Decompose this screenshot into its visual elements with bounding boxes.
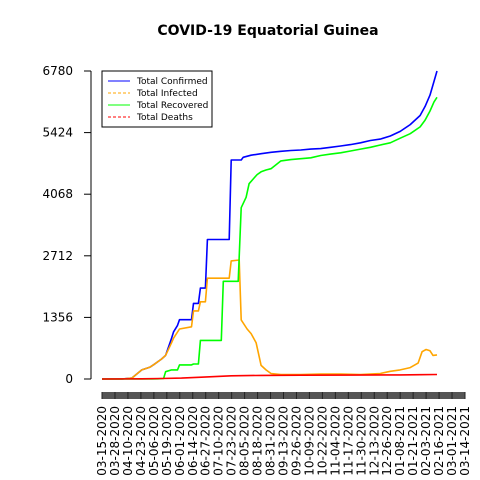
x-tick-label: 12-13-2020 (367, 406, 381, 476)
x-tick-label: 08-31-2020 (264, 406, 278, 476)
y-tick-label: 0 (65, 372, 73, 386)
x-tick-label: 10-22-2020 (315, 406, 329, 476)
legend-label: Total Deaths (136, 113, 193, 123)
y-tick-label: 2712 (42, 249, 73, 263)
x-tick-label: 06-27-2020 (199, 406, 213, 476)
x-tick-label: 05-19-2020 (160, 406, 174, 476)
x-tick-label: 12-26-2020 (380, 406, 394, 476)
x-tick-label: 07-10-2020 (212, 406, 226, 476)
chart-title: COVID-19 Equatorial Guinea (157, 23, 378, 39)
x-tick-label: 09-26-2020 (289, 406, 303, 476)
y-tick-label: 4068 (42, 187, 73, 201)
x-tick-label: 01-21-2021 (406, 406, 420, 476)
legend: Total Confirmed Total Infected Total Recov… (102, 71, 212, 127)
y-tick-label: 5424 (42, 126, 73, 140)
legend-label: Total Recovered (136, 101, 208, 111)
x-tick-label: 06-14-2020 (186, 406, 200, 476)
y-tick-label: 1356 (42, 310, 73, 324)
y-tick-label: 6780 (42, 64, 73, 78)
x-tick-label: 10-09-2020 (302, 406, 316, 476)
x-tick-label: 03-14-2021 (458, 406, 472, 476)
x-tick-label: 03-15-2020 (95, 406, 109, 476)
x-tick-label: 05-06-2020 (147, 406, 161, 476)
x-tick-label: 02-16-2021 (432, 406, 446, 476)
x-tick-label: 04-23-2020 (134, 406, 148, 476)
x-tick-label: 11-04-2020 (328, 406, 342, 476)
x-tick-label: 11-30-2020 (354, 406, 368, 476)
x-tick-label: 02-03-2021 (419, 406, 433, 476)
x-tick-label: 08-18-2020 (251, 406, 265, 476)
legend-label: Total Confirmed (136, 77, 208, 87)
x-tick-label: 08-05-2020 (238, 406, 252, 476)
x-tick-label: 09-13-2020 (277, 406, 291, 476)
x-tick-label: 01-08-2021 (393, 406, 407, 476)
x-tick-label: 11-17-2020 (341, 406, 355, 476)
legend-label: Total Infected (136, 89, 198, 99)
x-tick-label: 04-10-2020 (121, 406, 135, 476)
x-tick-label: 03-01-2021 (445, 406, 459, 476)
x-tick-label: 07-23-2020 (225, 406, 239, 476)
x-tick-label: 03-28-2020 (108, 406, 122, 476)
x-tick-label: 06-01-2020 (173, 406, 187, 476)
